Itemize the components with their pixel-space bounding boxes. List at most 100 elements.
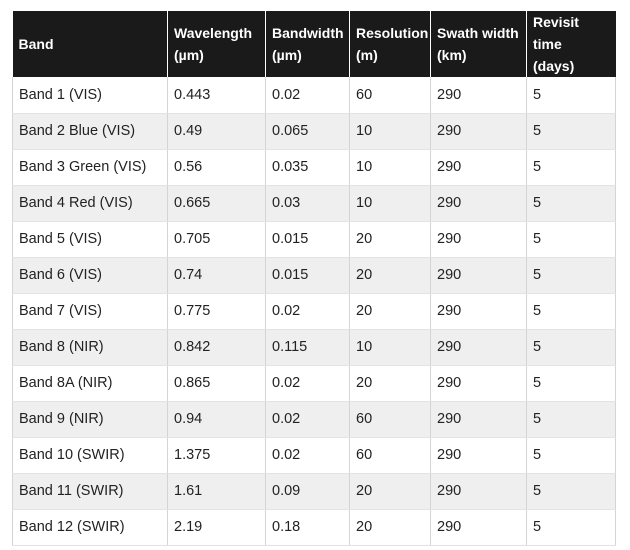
cell-bandwidth: 0.02 bbox=[265, 365, 350, 402]
table-row: Band 10 (SWIR) 1.375 0.02 60 290 5 bbox=[12, 437, 616, 474]
cell-bandwidth: 0.115 bbox=[265, 329, 350, 366]
header-unit: (m) bbox=[356, 47, 378, 63]
table-row: Band 1 (VIS) 0.443 0.02 60 290 5 bbox=[12, 77, 616, 114]
cell-bandwidth: 0.02 bbox=[265, 437, 350, 474]
header-label: Resolution bbox=[356, 25, 429, 41]
cell-revisit-time: 5 bbox=[526, 257, 616, 294]
cell-swath-width: 290 bbox=[430, 329, 527, 366]
cell-revisit-time: 5 bbox=[526, 77, 616, 114]
cell-swath-width: 290 bbox=[430, 185, 527, 222]
cell-revisit-time: 5 bbox=[526, 113, 616, 150]
cell-resolution: 60 bbox=[349, 77, 431, 114]
cell-swath-width: 290 bbox=[430, 149, 527, 186]
table-row: Band 12 (SWIR) 2.19 0.18 20 290 5 bbox=[12, 509, 616, 546]
cell-bandwidth: 0.09 bbox=[265, 473, 350, 510]
cell-bandwidth: 0.03 bbox=[265, 185, 350, 222]
header-resolution: Resolution (m) bbox=[349, 11, 431, 77]
cell-wavelength: 2.19 bbox=[167, 509, 266, 546]
header-unit: (km) bbox=[437, 47, 467, 63]
cell-wavelength: 0.56 bbox=[167, 149, 266, 186]
cell-band: Band 1 (VIS) bbox=[12, 77, 168, 114]
cell-band: Band 8A (NIR) bbox=[12, 365, 168, 402]
band-table: Band Wavelength (µm) Bandwidth (µm) Resolu… bbox=[12, 11, 616, 546]
cell-resolution: 60 bbox=[349, 437, 431, 474]
cell-band: Band 2 Blue (VIS) bbox=[12, 113, 168, 150]
cell-resolution: 20 bbox=[349, 509, 431, 546]
header-label: Revisit time bbox=[533, 14, 579, 52]
cell-wavelength: 0.842 bbox=[167, 329, 266, 366]
cell-resolution: 10 bbox=[349, 329, 431, 366]
cell-swath-width: 290 bbox=[430, 365, 527, 402]
cell-bandwidth: 0.02 bbox=[265, 77, 350, 114]
cell-revisit-time: 5 bbox=[526, 329, 616, 366]
cell-band: Band 4 Red (VIS) bbox=[12, 185, 168, 222]
cell-revisit-time: 5 bbox=[526, 401, 616, 438]
header-swath-width: Swath width (km) bbox=[430, 11, 527, 77]
cell-band: Band 7 (VIS) bbox=[12, 293, 168, 330]
header-label: Bandwidth bbox=[272, 25, 344, 41]
cell-resolution: 20 bbox=[349, 293, 431, 330]
cell-wavelength: 0.94 bbox=[167, 401, 266, 438]
cell-band: Band 3 Green (VIS) bbox=[12, 149, 168, 186]
cell-bandwidth: 0.18 bbox=[265, 509, 350, 546]
cell-swath-width: 290 bbox=[430, 221, 527, 258]
cell-revisit-time: 5 bbox=[526, 185, 616, 222]
header-band: Band bbox=[12, 11, 168, 77]
cell-band: Band 8 (NIR) bbox=[12, 329, 168, 366]
band-table-container: Band Wavelength (µm) Bandwidth (µm) Resolu… bbox=[12, 11, 616, 546]
cell-resolution: 20 bbox=[349, 365, 431, 402]
cell-resolution: 20 bbox=[349, 257, 431, 294]
cell-resolution: 10 bbox=[349, 185, 431, 222]
header-revisit-time: Revisit time (days) bbox=[526, 11, 616, 77]
cell-wavelength: 0.775 bbox=[167, 293, 266, 330]
cell-resolution: 10 bbox=[349, 113, 431, 150]
table-row: Band 4 Red (VIS) 0.665 0.03 10 290 5 bbox=[12, 185, 616, 222]
header-label: Swath width bbox=[437, 25, 519, 41]
cell-revisit-time: 5 bbox=[526, 509, 616, 546]
header-bandwidth: Bandwidth (µm) bbox=[265, 11, 350, 77]
cell-wavelength: 0.443 bbox=[167, 77, 266, 114]
header-wavelength: Wavelength (µm) bbox=[167, 11, 266, 77]
header-label: Band bbox=[18, 36, 54, 52]
table-row: Band 8A (NIR) 0.865 0.02 20 290 5 bbox=[12, 365, 616, 402]
cell-wavelength: 1.61 bbox=[167, 473, 266, 510]
cell-resolution: 10 bbox=[349, 149, 431, 186]
cell-wavelength: 0.865 bbox=[167, 365, 266, 402]
cell-band: Band 12 (SWIR) bbox=[12, 509, 168, 546]
header-unit: (µm) bbox=[174, 47, 204, 63]
table-row: Band 9 (NIR) 0.94 0.02 60 290 5 bbox=[12, 401, 616, 438]
table-row: Band 8 (NIR) 0.842 0.115 10 290 5 bbox=[12, 329, 616, 366]
cell-swath-width: 290 bbox=[430, 437, 527, 474]
table-row: Band 3 Green (VIS) 0.56 0.035 10 290 5 bbox=[12, 149, 616, 186]
cell-bandwidth: 0.02 bbox=[265, 293, 350, 330]
cell-swath-width: 290 bbox=[430, 509, 527, 546]
cell-revisit-time: 5 bbox=[526, 437, 616, 474]
cell-swath-width: 290 bbox=[430, 401, 527, 438]
cell-bandwidth: 0.065 bbox=[265, 113, 350, 150]
header-unit: (µm) bbox=[272, 47, 302, 63]
header-unit: (days) bbox=[533, 58, 575, 74]
cell-resolution: 20 bbox=[349, 221, 431, 258]
cell-revisit-time: 5 bbox=[526, 473, 616, 510]
cell-swath-width: 290 bbox=[430, 293, 527, 330]
cell-swath-width: 290 bbox=[430, 473, 527, 510]
table-row: Band 5 (VIS) 0.705 0.015 20 290 5 bbox=[12, 221, 616, 258]
cell-swath-width: 290 bbox=[430, 77, 527, 114]
cell-resolution: 20 bbox=[349, 473, 431, 510]
header-label: Wavelength bbox=[174, 25, 253, 41]
cell-bandwidth: 0.015 bbox=[265, 257, 350, 294]
cell-wavelength: 0.74 bbox=[167, 257, 266, 294]
cell-bandwidth: 0.015 bbox=[265, 221, 350, 258]
cell-swath-width: 290 bbox=[430, 257, 527, 294]
cell-band: Band 5 (VIS) bbox=[12, 221, 168, 258]
cell-revisit-time: 5 bbox=[526, 293, 616, 330]
cell-band: Band 6 (VIS) bbox=[12, 257, 168, 294]
table-row: Band 7 (VIS) 0.775 0.02 20 290 5 bbox=[12, 293, 616, 330]
table-header-row: Band Wavelength (µm) Bandwidth (µm) Resolu… bbox=[12, 11, 616, 77]
table-row: Band 2 Blue (VIS) 0.49 0.065 10 290 5 bbox=[12, 113, 616, 150]
cell-resolution: 60 bbox=[349, 401, 431, 438]
cell-bandwidth: 0.035 bbox=[265, 149, 350, 186]
cell-wavelength: 0.49 bbox=[167, 113, 266, 150]
cell-bandwidth: 0.02 bbox=[265, 401, 350, 438]
cell-wavelength: 0.705 bbox=[167, 221, 266, 258]
